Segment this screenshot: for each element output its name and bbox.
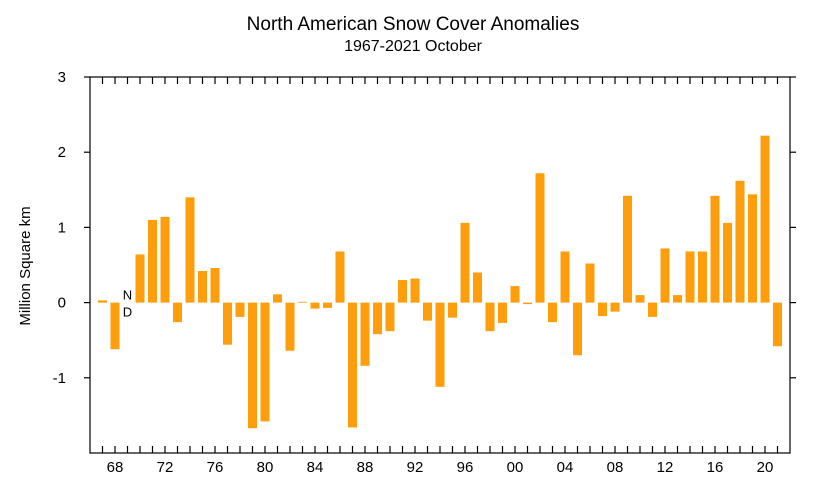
bar-2010 xyxy=(635,295,645,303)
bar-1993 xyxy=(423,302,432,321)
bar-2020 xyxy=(760,135,770,303)
y-tick-label: 2 xyxy=(58,144,66,161)
bar-2014 xyxy=(685,251,695,303)
bar-1996 xyxy=(460,222,470,303)
bar-1978 xyxy=(235,302,245,317)
x-tick-label: 12 xyxy=(657,459,674,476)
bars-layer xyxy=(98,135,782,429)
bar-2011 xyxy=(648,302,657,317)
x-tick-label: 84 xyxy=(307,459,324,476)
bar-1995 xyxy=(448,302,457,318)
bar-1983 xyxy=(298,301,307,303)
bar-2012 xyxy=(660,248,670,303)
no-data-label-n: N xyxy=(123,288,132,303)
x-tick-label: 00 xyxy=(507,459,524,476)
bar-2018 xyxy=(735,180,745,303)
x-tick-label: 76 xyxy=(207,459,224,476)
bar-2005 xyxy=(573,302,582,356)
bar-1981 xyxy=(273,294,282,303)
x-tick-label: 16 xyxy=(707,459,724,476)
bar-1972 xyxy=(160,216,170,303)
bar-2006 xyxy=(585,263,595,303)
bar-2021 xyxy=(773,302,782,347)
bar-1970 xyxy=(135,254,145,303)
bar-2015 xyxy=(698,251,707,303)
bar-2000 xyxy=(510,286,520,303)
bar-1991 xyxy=(398,280,407,303)
x-tick-label: 08 xyxy=(607,459,624,476)
bar-1980 xyxy=(260,302,270,422)
bar-2002 xyxy=(535,173,545,303)
bar-1997 xyxy=(473,272,482,303)
x-tick-label: 96 xyxy=(457,459,474,476)
bar-2008 xyxy=(610,302,620,312)
y-tick-label: 3 xyxy=(58,69,66,86)
bar-1976 xyxy=(210,268,220,303)
no-data-marker: ND xyxy=(123,288,132,320)
x-tick-label: 80 xyxy=(257,459,274,476)
bar-1979 xyxy=(248,302,257,429)
bar-1971 xyxy=(148,219,157,303)
plot-frame xyxy=(89,76,791,454)
x-tick-label: 92 xyxy=(407,459,424,476)
y-tick-label: 1 xyxy=(58,219,66,236)
bar-1990 xyxy=(385,302,395,332)
bar-1982 xyxy=(285,302,295,351)
bar-1998 xyxy=(485,302,495,332)
bar-2009 xyxy=(623,195,632,303)
x-tick-label: 04 xyxy=(557,459,574,476)
bar-1968 xyxy=(110,302,120,350)
bar-1973 xyxy=(173,302,182,323)
bar-2001 xyxy=(523,302,532,305)
bar-1989 xyxy=(373,302,382,335)
bar-1988 xyxy=(360,302,370,366)
bar-1967 xyxy=(98,300,107,303)
bar-2016 xyxy=(710,195,720,303)
bar-2007 xyxy=(598,302,607,317)
chart-title: North American Snow Cover Anomalies xyxy=(247,14,580,35)
x-tick-label: 88 xyxy=(357,459,374,476)
x-tick-label: 20 xyxy=(757,459,774,476)
bar-1992 xyxy=(410,278,420,303)
bar-1999 xyxy=(498,302,507,323)
bar-2004 xyxy=(560,251,570,303)
y-tick-label: 0 xyxy=(58,295,66,312)
bar-2013 xyxy=(673,295,682,303)
bar-1975 xyxy=(198,271,207,303)
bar-2019 xyxy=(748,194,757,303)
y-tick-label: -1 xyxy=(53,370,66,387)
x-tick-label: 72 xyxy=(157,459,174,476)
x-tick-label: 68 xyxy=(107,459,124,476)
no-data-label-d: D xyxy=(123,305,132,320)
bar-1974 xyxy=(185,197,195,303)
bar-1994 xyxy=(435,302,445,387)
bar-1985 xyxy=(323,302,332,308)
chart-subtitle: 1967-2021 October xyxy=(344,38,483,55)
bar-2017 xyxy=(723,222,732,303)
y-axis-label: Million Square km xyxy=(17,206,34,325)
bar-1986 xyxy=(335,251,345,303)
bar-1987 xyxy=(348,302,357,428)
bar-1977 xyxy=(223,302,232,345)
bar-1984 xyxy=(310,302,320,309)
bar-2003 xyxy=(548,302,557,323)
